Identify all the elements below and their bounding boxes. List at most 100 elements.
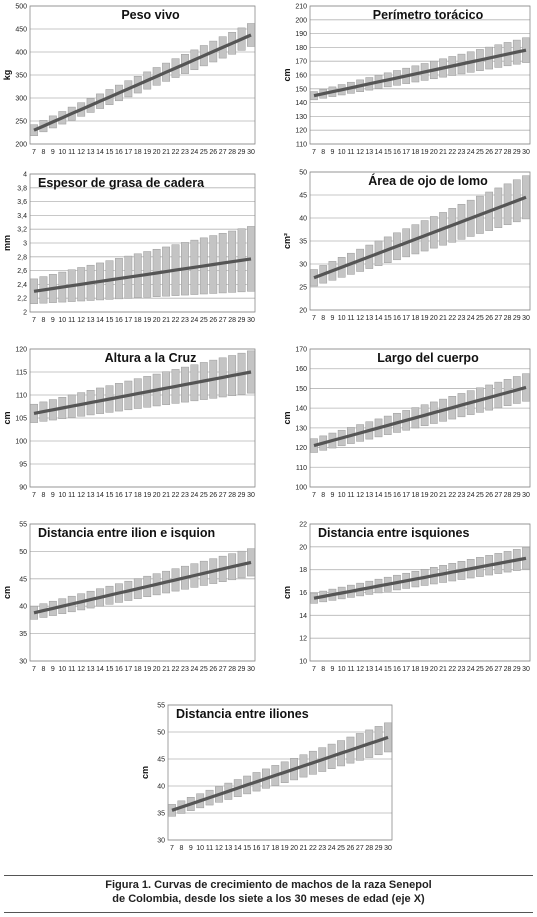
y-tick-label: 40: [19, 604, 27, 611]
y-tick-label: 350: [15, 73, 27, 80]
x-tick-label: 29: [513, 492, 521, 499]
x-tick-label: 20: [290, 845, 298, 852]
x-tick-label: 9: [330, 666, 334, 673]
x-tick-label: 12: [215, 845, 223, 852]
y-tick-label: 14: [299, 613, 307, 620]
x-tick-label: 22: [172, 149, 180, 156]
x-tick-label: 19: [143, 317, 151, 324]
x-tick-label: 24: [467, 315, 475, 322]
plot-frame: [29, 348, 256, 488]
y-tick-label: 90: [19, 485, 27, 492]
x-tick-label: 11: [206, 845, 213, 852]
x-tick-label: 17: [124, 492, 132, 499]
x-tick-label: 9: [330, 315, 334, 322]
x-tick-label: 23: [181, 317, 189, 324]
x-tick-label: 23: [181, 149, 189, 156]
x-tick-label: 12: [77, 666, 85, 673]
chart-panel: 90 95 100 105 110 115 120 7 8 9 10 11 12 13 14 15 16 17 18…: [2, 347, 256, 499]
x-tick-label: 30: [522, 666, 530, 673]
y-tick-label: 300: [15, 96, 27, 103]
x-tick-label: 28: [228, 666, 236, 673]
series-line: [313, 48, 527, 98]
x-tick-label: 7: [312, 492, 316, 499]
series-line: [33, 370, 252, 415]
x-tick-label: 12: [77, 492, 85, 499]
y-tick-label: 2: [23, 310, 27, 317]
y-tick-label: 3,8: [17, 185, 27, 192]
x-tick-label: 7: [32, 492, 36, 499]
y-tick-label: 2,2: [17, 296, 27, 303]
y-tick-label: 2,4: [17, 282, 27, 289]
y-tick-label: 170: [295, 59, 307, 66]
x-tick-label: 17: [124, 149, 132, 156]
x-tick-label: 8: [41, 317, 45, 324]
x-tick-label: 23: [458, 315, 466, 322]
y-axis-label: cm: [282, 411, 292, 424]
x-tick-label: 8: [321, 666, 325, 673]
x-tick-label: 26: [209, 317, 217, 324]
x-tick-label: 7: [32, 149, 36, 156]
y-tick-label: 3,6: [17, 199, 27, 206]
x-tick-label: 26: [485, 149, 493, 156]
x-tick-label: 29: [513, 149, 521, 156]
plot-frame: [309, 523, 531, 662]
x-tick-label: 8: [41, 149, 45, 156]
x-tick-label: 21: [439, 315, 447, 322]
y-tick-label: 40: [299, 216, 307, 223]
x-tick-label: 11: [347, 149, 354, 156]
x-tick-label: 11: [68, 666, 75, 673]
plot-frame: [309, 5, 531, 145]
x-tick-label: 28: [228, 317, 236, 324]
x-tick-label: 19: [421, 666, 429, 673]
x-tick-label: 25: [200, 666, 208, 673]
x-tick-label: 15: [106, 317, 114, 324]
series-line: [171, 735, 389, 812]
x-tick-label: 22: [172, 317, 180, 324]
chart-title: Perímetro torácico: [373, 8, 484, 22]
x-tick-label: 29: [375, 845, 383, 852]
y-tick-label: 45: [299, 193, 307, 200]
x-tick-label: 23: [458, 149, 466, 156]
y-tick-label: 160: [295, 366, 307, 373]
y-tick-label: 35: [299, 239, 307, 246]
x-tick-label: 27: [494, 492, 502, 499]
x-tick-label: 24: [467, 149, 475, 156]
chart-title: Distancia entre isquiones: [318, 526, 469, 540]
y-tick-label: 45: [19, 576, 27, 583]
x-tick-label: 19: [421, 315, 429, 322]
x-tick-label: 21: [162, 317, 170, 324]
y-tick-label: 55: [19, 522, 27, 529]
x-tick-label: 17: [402, 149, 410, 156]
x-tick-label: 20: [153, 492, 161, 499]
x-tick-label: 15: [384, 149, 392, 156]
y-tick-label: 500: [15, 4, 27, 11]
x-tick-label: 29: [513, 666, 521, 673]
y-axis-label: cm²: [282, 233, 292, 249]
y-tick-label: 210: [295, 4, 307, 11]
x-tick-label: 7: [32, 666, 36, 673]
x-tick-label: 10: [196, 845, 204, 852]
series-line: [313, 195, 527, 280]
x-tick-label: 16: [393, 149, 401, 156]
x-tick-label: 28: [365, 845, 373, 852]
x-tick-label: 18: [134, 317, 142, 324]
x-tick-label: 18: [271, 845, 279, 852]
y-tick-label: 170: [295, 347, 307, 354]
x-tick-label: 20: [153, 666, 161, 673]
x-tick-label: 17: [262, 845, 270, 852]
x-tick-label: 10: [338, 315, 346, 322]
x-tick-label: 13: [365, 666, 373, 673]
y-axis-label: cm: [2, 586, 12, 599]
x-tick-label: 9: [330, 149, 334, 156]
y-tick-label: 130: [295, 114, 307, 121]
x-tick-label: 23: [318, 845, 326, 852]
x-tick-label: 18: [411, 315, 419, 322]
y-tick-label: 400: [15, 50, 27, 57]
y-tick-label: 200: [15, 142, 27, 149]
y-tick-label: 2,8: [17, 254, 27, 261]
caption-line-2: de Colombia, desde los siete a los 30 me…: [112, 893, 425, 905]
y-tick-label: 35: [19, 631, 27, 638]
